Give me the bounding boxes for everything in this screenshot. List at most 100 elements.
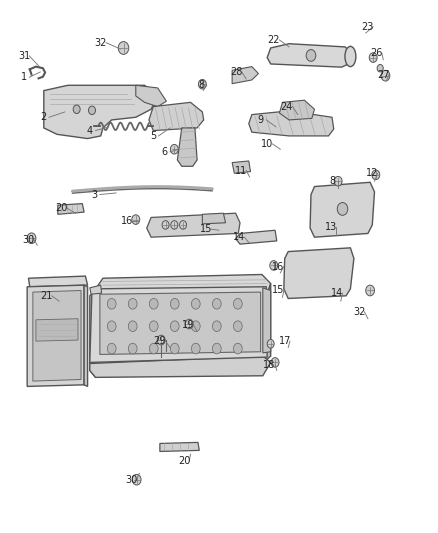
- Polygon shape: [136, 85, 166, 107]
- Circle shape: [271, 358, 279, 367]
- Polygon shape: [147, 213, 240, 237]
- Circle shape: [334, 176, 342, 186]
- Circle shape: [381, 70, 390, 81]
- Circle shape: [171, 221, 178, 229]
- Text: 11: 11: [235, 166, 247, 175]
- Circle shape: [118, 42, 129, 54]
- Text: 2: 2: [41, 112, 47, 122]
- Circle shape: [212, 343, 221, 354]
- Polygon shape: [279, 100, 314, 120]
- Polygon shape: [33, 290, 81, 381]
- Circle shape: [170, 321, 179, 332]
- Text: 32: 32: [353, 307, 365, 317]
- Text: 16: 16: [121, 216, 133, 226]
- Circle shape: [149, 298, 158, 309]
- Circle shape: [27, 233, 36, 244]
- Polygon shape: [267, 44, 353, 67]
- Text: 9: 9: [258, 115, 264, 125]
- Text: 19: 19: [182, 320, 194, 330]
- Circle shape: [107, 343, 116, 354]
- Circle shape: [366, 285, 374, 296]
- Polygon shape: [96, 274, 271, 296]
- Text: 14: 14: [233, 232, 245, 242]
- Text: 16: 16: [272, 262, 284, 271]
- Text: 31: 31: [18, 51, 30, 61]
- Polygon shape: [177, 128, 197, 166]
- Text: 27: 27: [377, 70, 389, 79]
- Circle shape: [149, 321, 158, 332]
- Circle shape: [107, 321, 116, 332]
- Polygon shape: [100, 292, 261, 354]
- Circle shape: [170, 343, 179, 354]
- Polygon shape: [284, 248, 354, 298]
- Text: 24: 24: [281, 102, 293, 111]
- Polygon shape: [149, 102, 204, 131]
- Circle shape: [128, 343, 137, 354]
- Circle shape: [270, 261, 278, 270]
- Polygon shape: [90, 356, 271, 377]
- Circle shape: [337, 203, 348, 215]
- Text: 23: 23: [362, 22, 374, 31]
- Text: 10: 10: [261, 139, 273, 149]
- Text: 15: 15: [200, 224, 212, 234]
- Circle shape: [180, 221, 187, 229]
- Polygon shape: [202, 213, 226, 224]
- Text: 8: 8: [330, 176, 336, 186]
- Circle shape: [212, 321, 221, 332]
- Circle shape: [233, 298, 242, 309]
- Circle shape: [157, 335, 165, 345]
- Text: 26: 26: [371, 49, 383, 58]
- Circle shape: [369, 53, 377, 62]
- Text: 1: 1: [21, 72, 27, 82]
- Circle shape: [128, 298, 137, 309]
- Text: 20: 20: [178, 456, 190, 466]
- Polygon shape: [90, 288, 103, 377]
- Circle shape: [377, 64, 383, 72]
- Polygon shape: [263, 288, 271, 353]
- Polygon shape: [232, 161, 251, 173]
- Circle shape: [191, 298, 200, 309]
- Circle shape: [185, 319, 193, 329]
- Polygon shape: [44, 85, 158, 139]
- Circle shape: [170, 144, 178, 154]
- Polygon shape: [236, 230, 277, 244]
- Circle shape: [191, 343, 200, 354]
- Text: 20: 20: [55, 203, 67, 213]
- Text: 21: 21: [40, 291, 52, 301]
- Circle shape: [267, 340, 274, 348]
- Circle shape: [132, 215, 140, 224]
- Polygon shape: [36, 319, 78, 341]
- Polygon shape: [28, 276, 88, 287]
- Text: 22: 22: [268, 35, 280, 45]
- Circle shape: [170, 298, 179, 309]
- Circle shape: [132, 474, 141, 485]
- Text: 14: 14: [331, 288, 343, 298]
- Polygon shape: [90, 285, 102, 294]
- Text: 32: 32: [95, 38, 107, 47]
- Polygon shape: [249, 111, 334, 136]
- Text: 5: 5: [150, 131, 156, 141]
- Polygon shape: [58, 204, 84, 214]
- Text: 18: 18: [263, 360, 276, 370]
- Text: 29: 29: [154, 336, 166, 346]
- Ellipse shape: [345, 46, 356, 67]
- Circle shape: [212, 298, 221, 309]
- Circle shape: [306, 50, 316, 61]
- Polygon shape: [90, 287, 267, 362]
- Polygon shape: [310, 182, 374, 237]
- Circle shape: [149, 343, 158, 354]
- Circle shape: [198, 79, 206, 89]
- Text: 13: 13: [325, 222, 337, 231]
- Circle shape: [162, 221, 169, 229]
- Polygon shape: [160, 442, 199, 451]
- Text: 6: 6: [161, 147, 167, 157]
- Polygon shape: [27, 285, 84, 386]
- Circle shape: [107, 298, 116, 309]
- Circle shape: [128, 321, 137, 332]
- Polygon shape: [84, 285, 88, 386]
- Text: 4: 4: [87, 126, 93, 135]
- Text: 30: 30: [125, 475, 138, 484]
- Text: 17: 17: [279, 336, 291, 346]
- Circle shape: [73, 105, 80, 114]
- Text: 8: 8: [198, 80, 205, 90]
